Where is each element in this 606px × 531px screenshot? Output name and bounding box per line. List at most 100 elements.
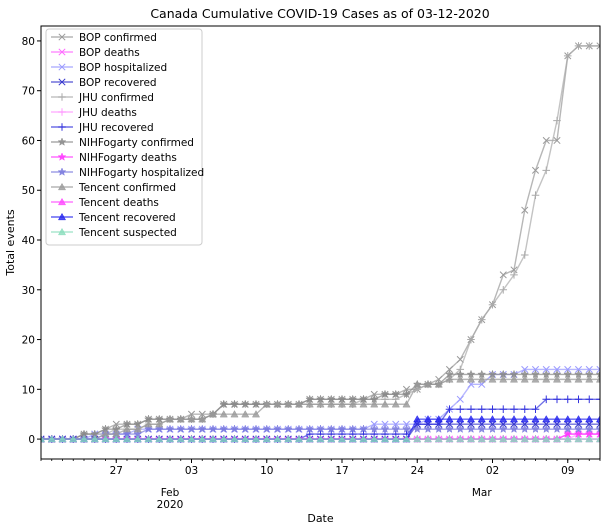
legend-item: NIHFogarty deaths	[51, 152, 177, 164]
data-point	[187, 434, 196, 443]
data-point	[391, 400, 400, 408]
data-point	[380, 400, 390, 408]
data-point	[542, 415, 551, 423]
data-point	[552, 415, 562, 423]
data-point	[520, 434, 529, 443]
data-point	[133, 434, 142, 443]
data-point	[585, 415, 594, 423]
data-point	[58, 434, 67, 443]
legend-label: JHU confirmed	[78, 92, 154, 104]
data-point	[466, 415, 476, 423]
data-point	[402, 400, 411, 408]
legend-label: Tencent recovered	[78, 212, 176, 224]
data-point	[509, 434, 519, 443]
y-tick-label: 40	[22, 235, 35, 247]
data-point	[101, 434, 110, 443]
data-point	[531, 434, 540, 443]
legend: BOP confirmed BOP deaths BOP hospitalized B…	[45, 28, 204, 246]
legend-marker	[58, 108, 66, 116]
data-point	[305, 424, 315, 433]
legend-item: NIHFogarty hospitalized	[51, 167, 204, 179]
data-point	[122, 434, 132, 443]
data-point	[456, 415, 465, 423]
data-point	[69, 434, 78, 443]
data-point	[563, 415, 572, 423]
data-point	[133, 425, 142, 433]
data-point	[370, 420, 378, 428]
data-point	[531, 424, 540, 433]
data-point	[155, 420, 164, 428]
series-14	[41, 434, 600, 443]
data-point	[423, 380, 433, 388]
data-point	[499, 434, 508, 443]
legend-marker	[57, 152, 67, 161]
y-axis: 0 10 20 30 40 50 60 70 80	[22, 36, 41, 446]
data-point	[294, 400, 304, 408]
data-point	[509, 424, 519, 433]
data-point	[144, 420, 153, 428]
legend-item: JHU confirmed	[51, 92, 154, 104]
data-point	[369, 424, 379, 433]
data-point	[595, 429, 600, 438]
data-point	[391, 424, 401, 433]
data-point	[553, 365, 561, 373]
legend-marker	[58, 78, 66, 86]
data-point	[392, 420, 400, 428]
data-point	[327, 434, 336, 443]
data-point	[327, 400, 336, 408]
legend-label: NIHFogarty deaths	[79, 152, 177, 164]
y-axis-label: Total events	[4, 209, 17, 277]
x-axis-label: Date	[307, 512, 334, 525]
data-point	[520, 251, 529, 259]
legend-marker	[57, 182, 67, 191]
data-point	[380, 434, 390, 443]
y-tick-label: 30	[22, 285, 35, 297]
data-point	[553, 136, 561, 145]
data-point	[499, 271, 507, 279]
legend-marker	[57, 197, 67, 206]
legend-label: Tencent deaths	[78, 197, 159, 209]
data-point	[585, 42, 594, 50]
legend-item: BOP recovered	[51, 77, 157, 89]
legend-label: BOP deaths	[79, 47, 140, 59]
legend-item: BOP deaths	[51, 47, 140, 59]
legend-label: BOP hospitalized	[79, 62, 167, 74]
data-point	[595, 434, 600, 443]
x-month-label: Mar	[472, 487, 492, 499]
data-point	[359, 400, 368, 408]
data-point	[187, 424, 196, 433]
data-point	[294, 424, 304, 433]
data-point	[198, 415, 207, 423]
data-point	[563, 395, 572, 404]
data-point	[499, 285, 508, 294]
legend-label: NIHFogarty hospitalized	[79, 167, 204, 179]
data-point	[445, 424, 454, 433]
data-point	[499, 375, 508, 383]
data-point	[520, 424, 530, 433]
legend-item: Tencent deaths	[51, 197, 159, 209]
data-point	[499, 415, 508, 423]
legend-label: NIHFogarty confirmed	[79, 137, 194, 149]
data-point	[595, 415, 600, 423]
x-tick-label: 27	[110, 465, 123, 477]
data-point	[477, 415, 486, 423]
data-point	[541, 424, 551, 433]
data-point	[574, 395, 583, 404]
data-point	[445, 375, 454, 383]
data-point	[41, 434, 46, 443]
data-point	[434, 424, 444, 433]
data-point	[477, 375, 486, 383]
data-point	[596, 42, 600, 50]
x-tick-label: 09	[561, 465, 574, 477]
legend-label: BOP recovered	[79, 77, 157, 89]
legend-item: JHU recovered	[51, 122, 154, 134]
data-point	[305, 400, 314, 408]
data-point	[456, 395, 464, 403]
data-point	[251, 424, 261, 433]
legend-label: Tencent suspected	[78, 227, 177, 239]
data-point	[112, 434, 121, 443]
data-point	[112, 420, 120, 428]
data-point	[402, 424, 411, 433]
legend-marker	[58, 48, 66, 56]
